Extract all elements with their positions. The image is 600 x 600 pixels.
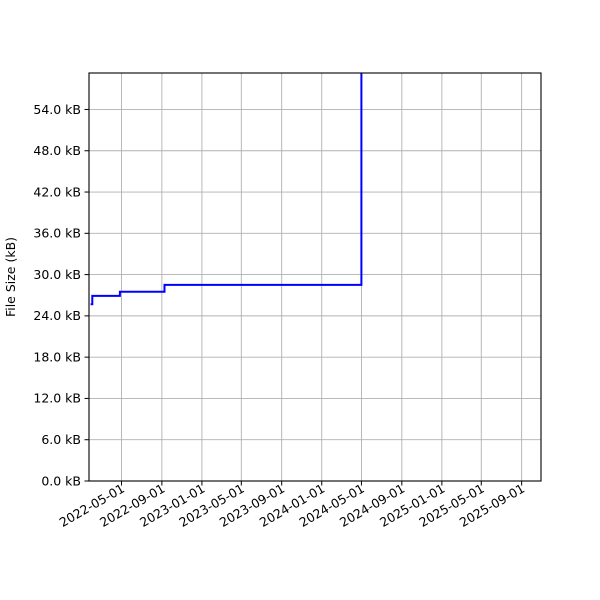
y-tick-label: 42.0 kB — [33, 184, 81, 199]
file-size-line — [90, 73, 363, 306]
y-tick-label: 36.0 kB — [33, 226, 81, 241]
plot-border — [88, 72, 542, 482]
y-tick-label: 54.0 kB — [33, 102, 81, 117]
y-tick-label: 0.0 kB — [41, 473, 81, 488]
y-tick-label: 30.0 kB — [33, 267, 81, 282]
y-tick-label: 18.0 kB — [33, 349, 81, 364]
y-tick-label: 48.0 kB — [33, 143, 81, 158]
x-axis-tick-labels: 2022-05-012022-09-012023-01-012023-05-01… — [57, 481, 528, 530]
y-axis-title: File Size (kB) — [3, 237, 18, 317]
axis-ticks — [84, 108, 523, 486]
data-line-layer — [90, 73, 363, 306]
grid — [89, 73, 541, 482]
y-tick-label: 12.0 kB — [33, 391, 81, 406]
y-tick-label: 24.0 kB — [33, 308, 81, 323]
y-axis-tick-labels: 0.0 kB 6.0 kB 12.0 kB 18.0 kB 24.0 kB 30.0 kB… — [33, 102, 81, 489]
y-tick-label: 6.0 kB — [41, 432, 81, 447]
